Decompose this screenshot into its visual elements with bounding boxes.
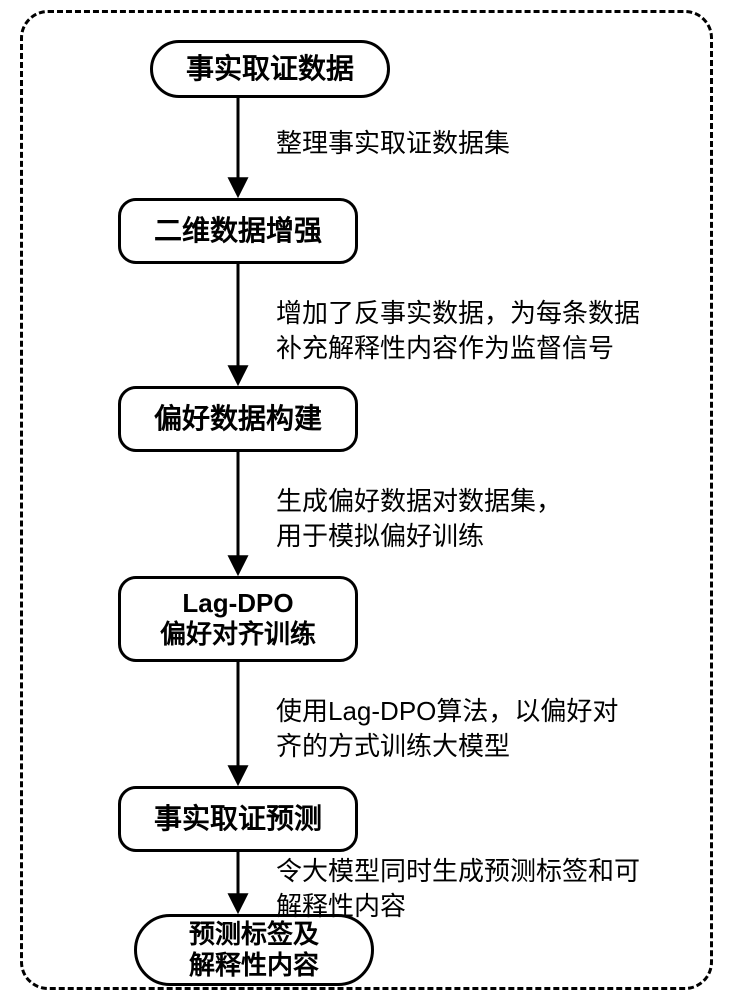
flow-node-n0: 事实取证数据 <box>150 40 390 98</box>
flow-node-n2: 偏好数据构建 <box>118 386 358 452</box>
edge-label-e0: 整理事实取证数据集 <box>276 126 696 161</box>
flow-node-n3: Lag-DPO 偏好对齐训练 <box>118 576 358 662</box>
edge-label-e1: 增加了反事实数据，为每条数据 补充解释性内容作为监督信号 <box>276 296 696 366</box>
edge-label-e3: 使用Lag-DPO算法，以偏好对 齐的方式训练大模型 <box>276 694 696 764</box>
edge-label-e2: 生成偏好数据对数据集， 用于模拟偏好训练 <box>276 484 696 554</box>
flow-node-n4: 事实取证预测 <box>118 786 358 852</box>
flow-node-n1: 二维数据增强 <box>118 198 358 264</box>
edge-label-e4: 令大模型同时生成预测标签和可 解释性内容 <box>276 854 696 924</box>
flow-node-n5: 预测标签及 解释性内容 <box>134 914 374 986</box>
